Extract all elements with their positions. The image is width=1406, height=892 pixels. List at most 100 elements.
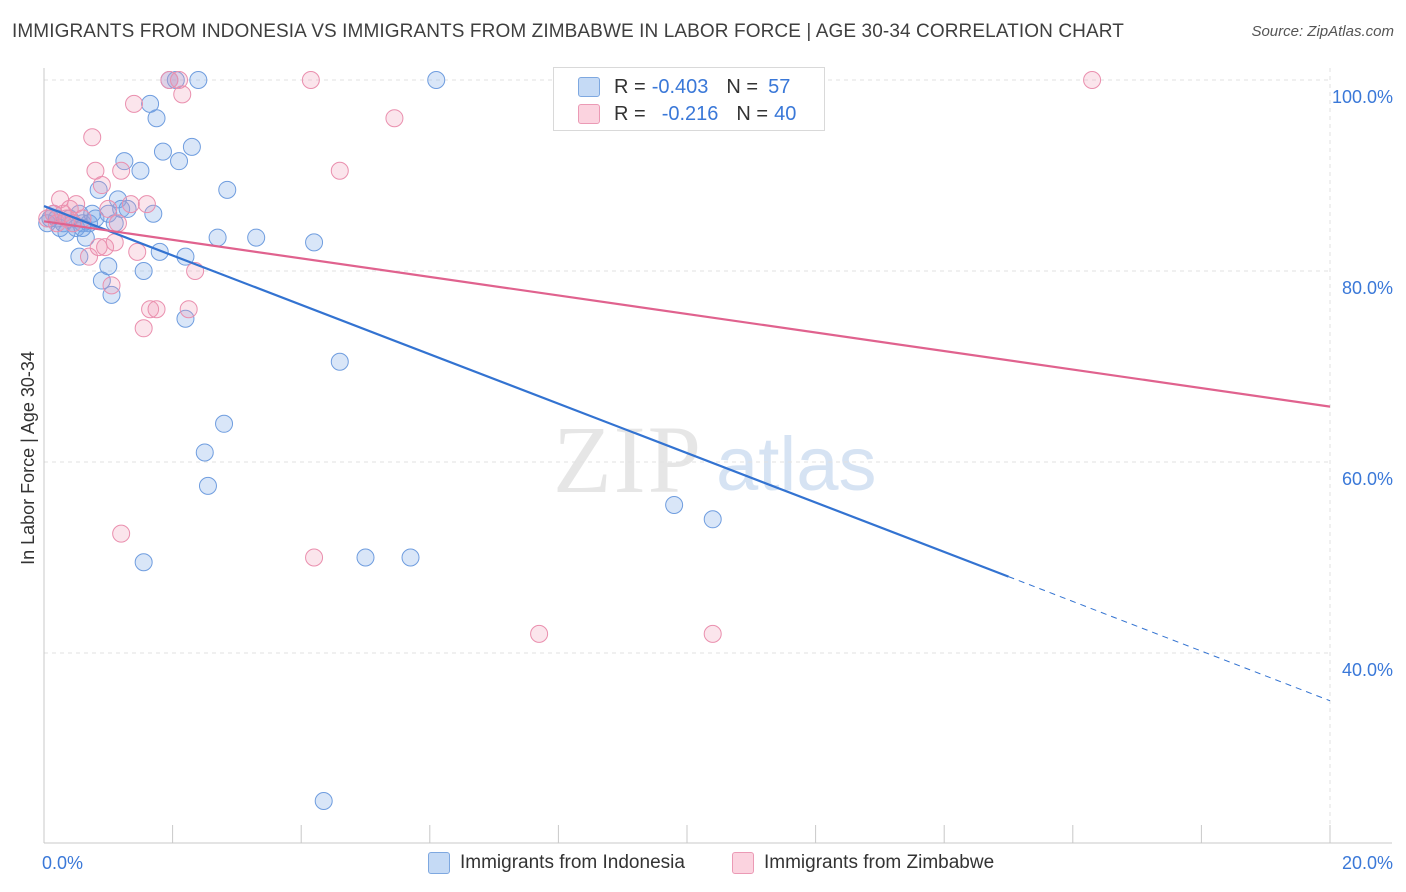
indonesia-point bbox=[314, 792, 333, 811]
indonesia-points bbox=[38, 71, 722, 811]
source-credit: Source: ZipAtlas.com bbox=[1251, 23, 1394, 40]
indonesia-point bbox=[247, 228, 266, 247]
indonesia-point bbox=[401, 548, 420, 567]
zimbabwe-point bbox=[141, 300, 160, 319]
zimbabwe-point bbox=[99, 199, 118, 218]
indonesia-point bbox=[305, 233, 324, 252]
zimbabwe-point bbox=[530, 624, 549, 643]
r-label: R = bbox=[614, 75, 646, 98]
legend-label-zimbabwe: Immigrants from Zimbabwe bbox=[764, 852, 995, 873]
x-tick-label: 0.0% bbox=[42, 853, 83, 873]
zimbabwe-points bbox=[38, 71, 1102, 643]
zimbabwe-point bbox=[330, 161, 349, 180]
legend-item-indonesia[interactable]: Immigrants from Indonesia bbox=[428, 852, 685, 874]
watermark-atlas: atlas bbox=[716, 422, 877, 507]
y-tick-label: 80.0% bbox=[1342, 278, 1393, 298]
chart-title: IMMIGRANTS FROM INDONESIA VS IMMIGRANTS … bbox=[12, 21, 1124, 42]
indonesia-point bbox=[150, 242, 169, 261]
indonesia-trend-extension bbox=[1008, 576, 1331, 702]
zimbabwe-point bbox=[125, 94, 144, 113]
r-value: -0.403 bbox=[651, 75, 709, 98]
zimbabwe-point bbox=[179, 300, 198, 319]
indonesia-point bbox=[134, 553, 153, 572]
indonesia-point bbox=[218, 180, 237, 199]
zimbabwe-point bbox=[305, 548, 324, 567]
zimbabwe-point bbox=[112, 161, 131, 180]
zimbabwe-point bbox=[385, 109, 404, 128]
zimbabwe-point bbox=[147, 300, 166, 319]
r-value: -0.216 bbox=[661, 102, 719, 125]
indonesia-point bbox=[89, 180, 108, 199]
stats-legend: R = -0.403 N = 57 R = -0.216 N = 40 bbox=[553, 67, 825, 131]
legend-swatch-indonesia bbox=[428, 852, 450, 874]
n-label: N = bbox=[726, 75, 759, 98]
watermark: ZIP atlas bbox=[553, 406, 877, 513]
y-tick-labels: 40.0% 60.0% 80.0% 100.0% bbox=[1332, 87, 1393, 680]
indonesia-point bbox=[170, 152, 189, 171]
zimbabwe-point bbox=[112, 524, 131, 543]
indonesia-point bbox=[115, 152, 134, 171]
indonesia-point bbox=[112, 199, 131, 218]
zimbabwe-point bbox=[128, 242, 147, 261]
zimbabwe-point bbox=[173, 85, 192, 104]
stats-legend-row-zimbabwe: R = -0.216 N = 40 bbox=[578, 100, 796, 128]
y-tick-label: 40.0% bbox=[1342, 660, 1393, 680]
indonesia-point bbox=[144, 204, 163, 223]
indonesia-point bbox=[131, 161, 150, 180]
zimbabwe-point bbox=[83, 128, 102, 147]
zimbabwe-point bbox=[703, 624, 722, 643]
zimbabwe-point bbox=[102, 276, 121, 295]
legend-swatch-zimbabwe bbox=[732, 852, 754, 874]
indonesia-point bbox=[102, 285, 121, 304]
zimbabwe-point bbox=[134, 319, 153, 338]
indonesia-point bbox=[176, 309, 195, 328]
n-value: 57 bbox=[768, 75, 791, 98]
indonesia-point bbox=[118, 199, 137, 218]
indonesia-point bbox=[356, 548, 375, 567]
indonesia-point bbox=[153, 142, 172, 161]
indonesia-point bbox=[195, 443, 214, 462]
zimbabwe-point bbox=[170, 71, 189, 89]
zimbabwe-point bbox=[96, 238, 115, 257]
zimbabwe-point bbox=[108, 214, 127, 233]
r-label: R = bbox=[614, 102, 646, 125]
indonesia-point bbox=[134, 262, 153, 280]
zimbabwe-point bbox=[80, 247, 99, 266]
legend-label-indonesia: Immigrants from Indonesia bbox=[460, 852, 685, 873]
indonesia-point bbox=[427, 71, 446, 89]
watermark-zip: ZIP bbox=[553, 406, 703, 513]
zimbabwe-point bbox=[301, 71, 320, 89]
zimbabwe-point bbox=[160, 71, 179, 89]
trend-lines bbox=[43, 205, 1331, 702]
legend-swatch-indonesia bbox=[578, 77, 600, 97]
y-tick-label: 60.0% bbox=[1342, 469, 1393, 489]
y-axis-label: In Labor Force | Age 30-34 bbox=[18, 351, 38, 565]
indonesia-point bbox=[189, 71, 208, 89]
legend-item-zimbabwe[interactable]: Immigrants from Zimbabwe bbox=[732, 852, 994, 874]
indonesia-point bbox=[76, 228, 95, 247]
indonesia-point bbox=[208, 228, 227, 247]
legend-swatch-zimbabwe bbox=[578, 104, 600, 124]
stats-legend-row-indonesia: R = -0.403 N = 57 bbox=[578, 73, 790, 101]
indonesia-point bbox=[182, 137, 201, 156]
axes bbox=[43, 68, 1392, 844]
n-label: N = bbox=[736, 102, 769, 125]
zimbabwe-trend-line bbox=[43, 220, 1331, 408]
zimbabwe-point bbox=[1083, 71, 1102, 89]
indonesia-point bbox=[198, 476, 217, 495]
x-tick-label: 20.0% bbox=[1342, 853, 1393, 873]
indonesia-point bbox=[215, 414, 234, 433]
zimbabwe-point bbox=[92, 176, 111, 195]
indonesia-point bbox=[330, 352, 349, 371]
indonesia-point bbox=[99, 257, 118, 276]
indonesia-point bbox=[141, 94, 160, 113]
indonesia-point bbox=[70, 247, 89, 266]
zimbabwe-point bbox=[121, 195, 140, 214]
indonesia-trend-line bbox=[43, 205, 1009, 578]
indonesia-point bbox=[665, 495, 684, 514]
indonesia-point bbox=[703, 510, 722, 529]
zimbabwe-point bbox=[137, 195, 156, 214]
x-tick-labels: 0.0% 20.0% bbox=[42, 853, 1393, 873]
n-value: 40 bbox=[774, 102, 797, 125]
